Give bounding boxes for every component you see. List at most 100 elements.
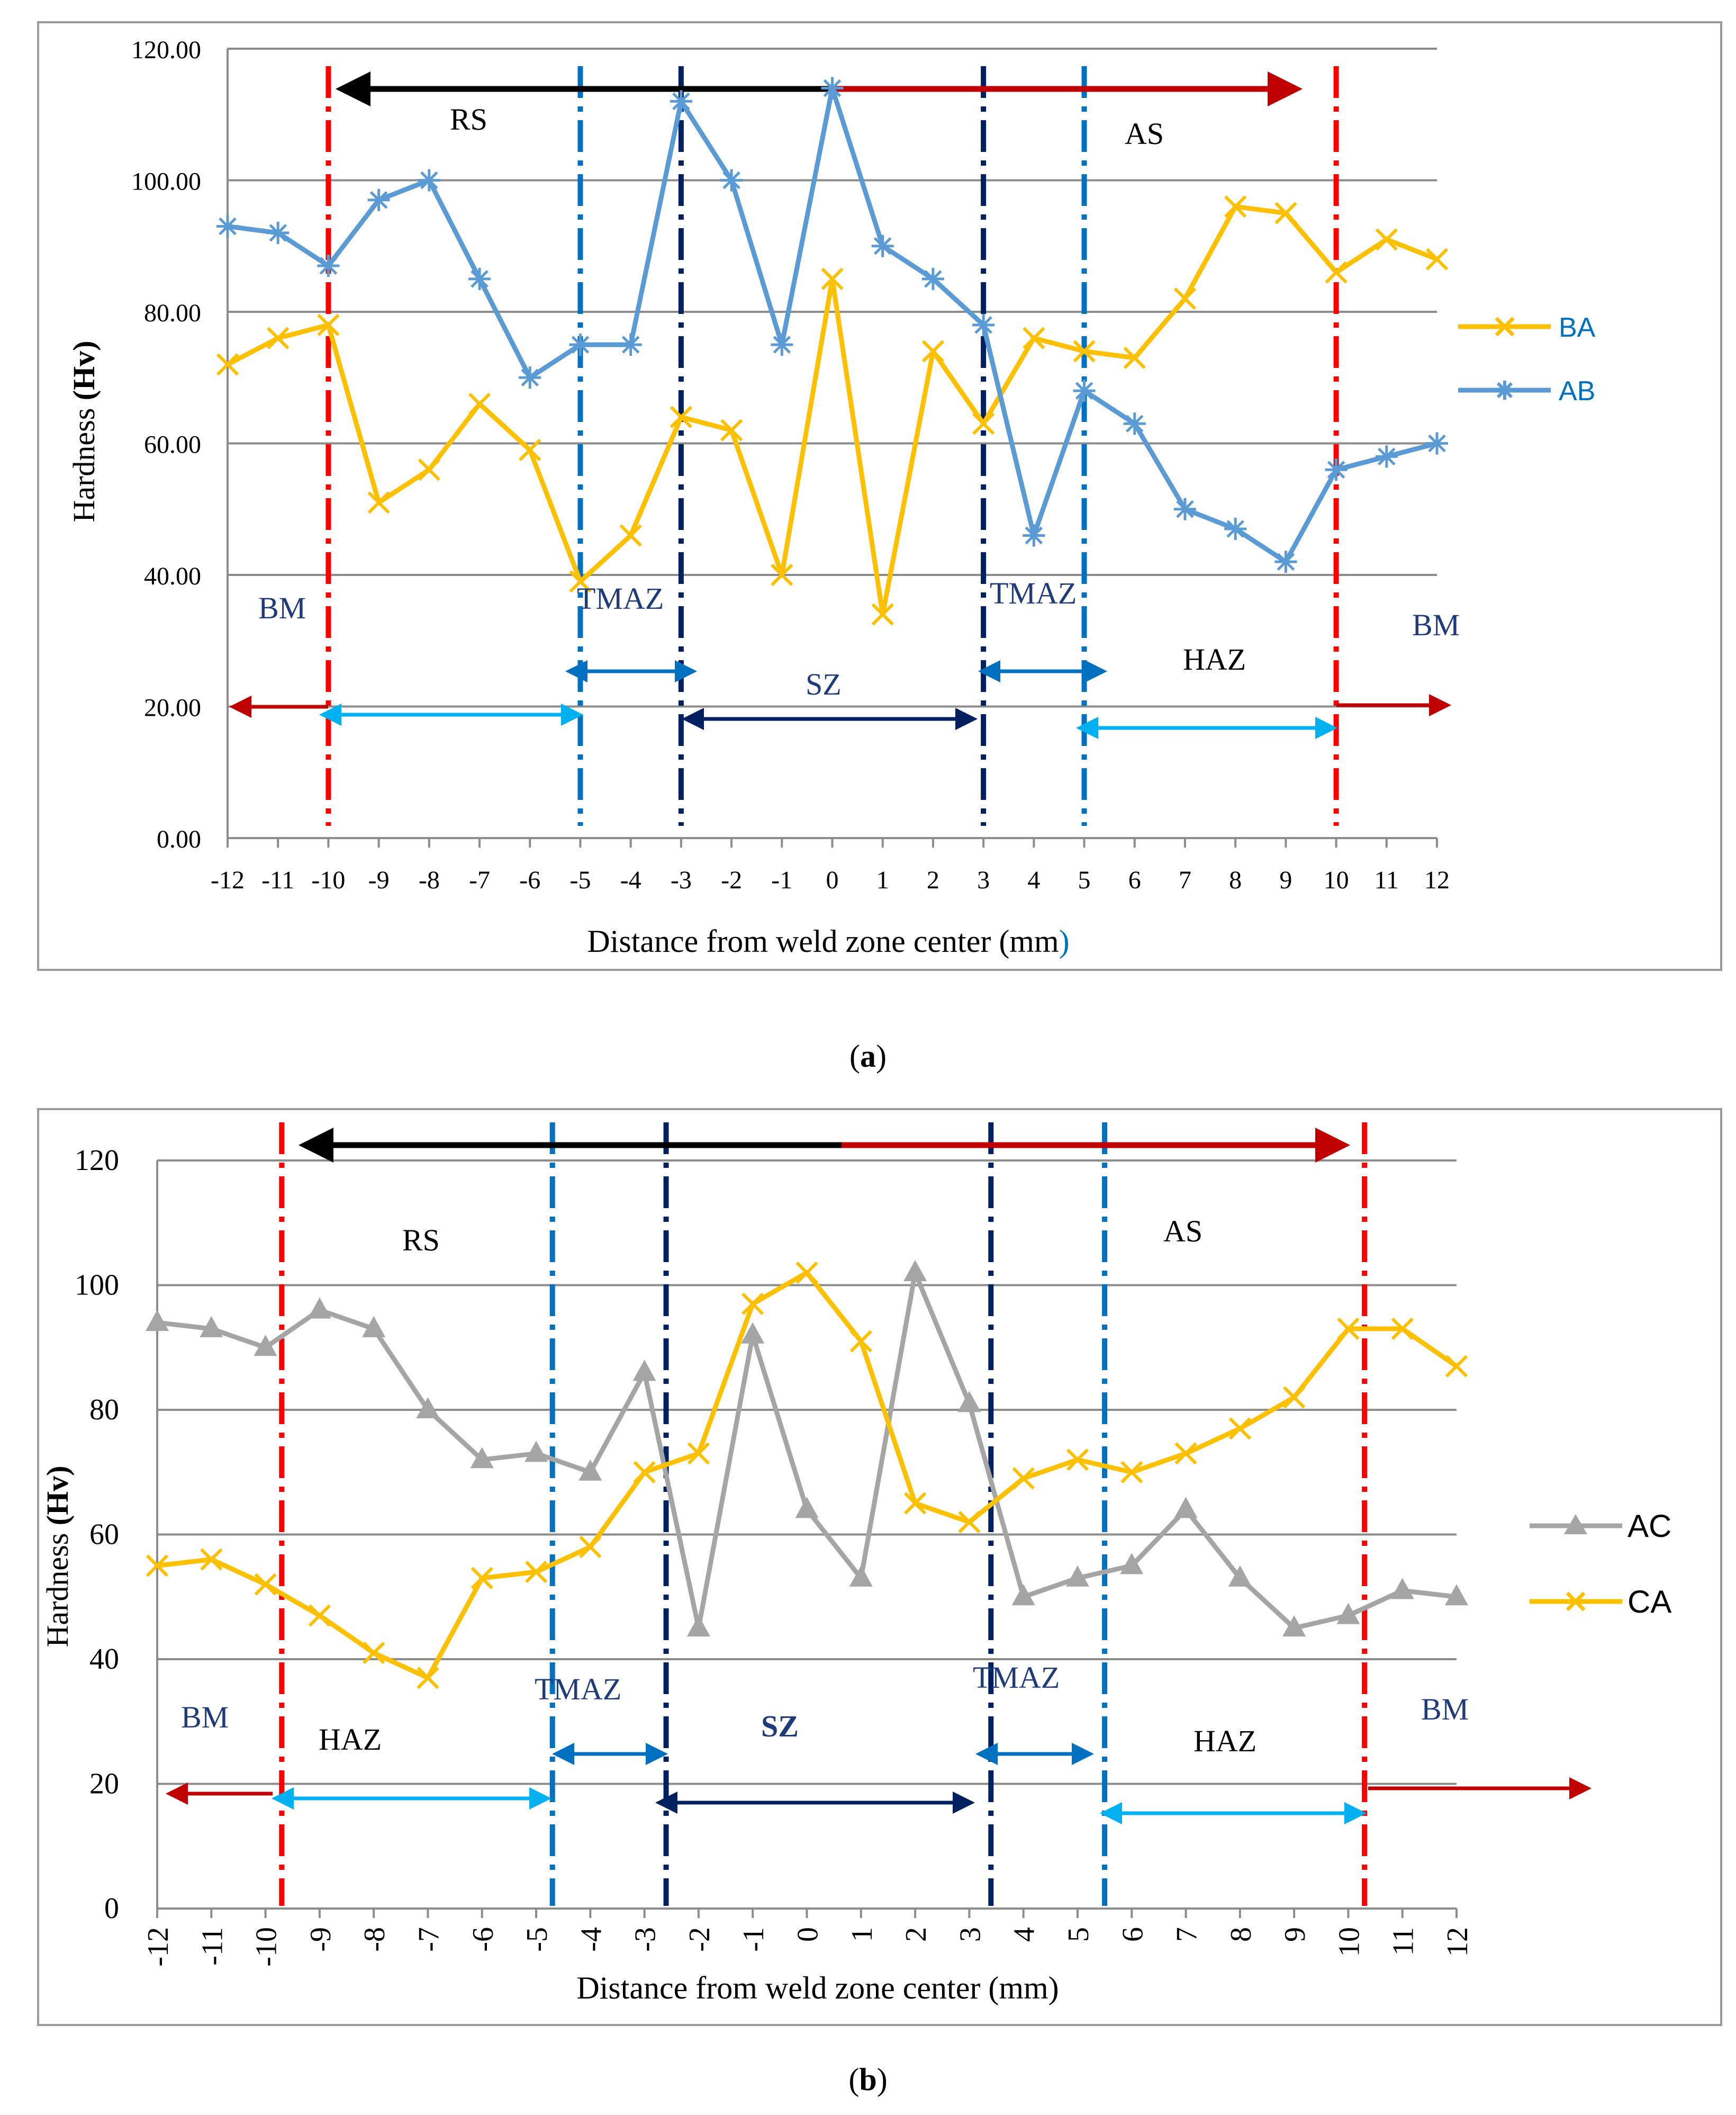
- data-point-ab: [1325, 458, 1348, 481]
- data-point-ab: [1274, 551, 1297, 573]
- data-point-ca: [146, 1554, 169, 1577]
- data-point-ba: [720, 419, 743, 442]
- x-tick-label: -8: [358, 1927, 391, 1952]
- data-point-ab: [519, 366, 541, 389]
- data-point-ac: [1336, 1603, 1360, 1624]
- data-point-ab: [1224, 518, 1247, 541]
- data-point-ca: [795, 1261, 818, 1284]
- x-tick-label: -9: [304, 1927, 337, 1952]
- legend-ac-label: AC: [1628, 1508, 1671, 1544]
- y-tick-label: 20: [89, 1768, 119, 1801]
- data-point-ac: [1282, 1615, 1306, 1637]
- data-point-ac: [1174, 1497, 1198, 1518]
- x-tick-label: -2: [683, 1927, 716, 1952]
- data-point-ba: [1325, 261, 1348, 284]
- data-point-ac: [578, 1459, 602, 1481]
- y-tick-label: 0: [104, 1892, 119, 1925]
- x-tick-label: 9: [1279, 866, 1292, 894]
- y-tick-label: 80: [89, 1393, 119, 1426]
- data-point-ac: [1120, 1553, 1144, 1574]
- chart-b-zone-arrows: [166, 1128, 1592, 1824]
- as-label: AS: [1125, 116, 1164, 151]
- x-tick-label: 1: [846, 1927, 879, 1942]
- x-tick-label: -3: [629, 1927, 662, 1952]
- legend-ba-marker: [1495, 317, 1515, 337]
- data-point-ba: [771, 563, 793, 587]
- data-point-ac: [308, 1297, 331, 1319]
- bm-left-label-b: BM: [181, 1700, 229, 1734]
- data-point-ba: [317, 313, 340, 336]
- data-point-ac: [903, 1259, 927, 1281]
- data-point-ca: [633, 1461, 656, 1483]
- y-tick-label: 60.00: [144, 431, 201, 459]
- tmaz-right-label: TMAZ: [990, 576, 1077, 610]
- x-tick-label: -6: [467, 1927, 500, 1952]
- x-tick-label: 3: [954, 1927, 987, 1942]
- x-tick-label: 8: [1225, 1927, 1258, 1942]
- x-tick-label: -11: [196, 1927, 229, 1966]
- data-point-ca: [579, 1535, 602, 1559]
- chart-a-xlabel: Distance from weld zone center (mm): [587, 924, 1069, 959]
- x-tick-label: -3: [671, 866, 692, 894]
- chart-b-ylabel: Hardness (Hv): [40, 1465, 75, 1647]
- legend-ba-label: BA: [1559, 312, 1596, 343]
- data-point-ac: [362, 1316, 386, 1337]
- data-point-ba: [670, 406, 693, 428]
- data-point-ca: [525, 1561, 548, 1583]
- data-point-ba: [871, 603, 894, 626]
- legend-ca-marker: [1566, 1591, 1586, 1612]
- bm-left-label: BM: [258, 591, 306, 625]
- x-tick-label: -2: [721, 866, 742, 894]
- y-tick-label: 120.00: [131, 36, 201, 64]
- x-tick-label: 3: [977, 866, 990, 894]
- x-tick-label: 2: [927, 866, 939, 894]
- data-point-ba: [267, 327, 290, 349]
- data-point-ba: [418, 458, 440, 481]
- data-point-ba: [1073, 340, 1096, 363]
- data-point-ac: [741, 1322, 765, 1344]
- legend-ab-marker: [1495, 381, 1514, 400]
- data-point-ba: [1425, 248, 1449, 271]
- haz-right-label-b: HAZ: [1194, 1724, 1256, 1758]
- data-point-ab: [216, 215, 239, 238]
- x-tick-label: 10: [1333, 1927, 1366, 1957]
- data-point-ab: [1426, 432, 1448, 455]
- data-point-ab: [771, 334, 793, 356]
- x-tick-label: -9: [368, 866, 390, 894]
- data-point-ac: [1011, 1584, 1035, 1606]
- y-tick-label: 40: [89, 1643, 119, 1676]
- data-point-ca: [958, 1510, 981, 1534]
- chart-a-frame: [37, 21, 1722, 971]
- y-tick-label: 100: [75, 1269, 119, 1302]
- data-point-ca: [1012, 1467, 1035, 1490]
- x-tick-label: -6: [519, 866, 540, 894]
- data-point-ab: [972, 313, 995, 336]
- data-point-ac: [957, 1391, 981, 1412]
- x-tick-label: 12: [1441, 1927, 1474, 1957]
- x-tick-label: -4: [575, 1927, 608, 1952]
- data-point-ca: [849, 1330, 872, 1353]
- x-tick-label: 2: [900, 1927, 933, 1942]
- y-tick-label: 40.00: [144, 562, 201, 590]
- data-point-ca: [903, 1492, 927, 1515]
- caption-a: (a): [849, 1039, 887, 1074]
- data-point-ca: [200, 1548, 223, 1571]
- data-point-ab: [1375, 445, 1398, 468]
- data-point-ba: [216, 353, 239, 376]
- data-point-ca: [417, 1667, 439, 1689]
- chart-a-zone-lines: [326, 66, 1339, 826]
- y-tick-label: 20.00: [144, 694, 201, 722]
- x-tick-label: 5: [1062, 1927, 1095, 1942]
- caption-b: (b): [848, 2062, 887, 2097]
- data-point-ba: [1274, 202, 1297, 224]
- bm-right-label: BM: [1412, 608, 1460, 642]
- data-point-ab: [1073, 380, 1096, 402]
- sz-label: SZ: [806, 667, 842, 701]
- data-point-ca: [363, 1642, 385, 1664]
- data-point-ca: [1174, 1442, 1197, 1465]
- data-point-ac: [1445, 1584, 1468, 1606]
- data-point-ab: [1023, 524, 1045, 547]
- data-point-ca: [1120, 1461, 1143, 1483]
- tmaz-right-label-b: TMAZ: [973, 1660, 1060, 1695]
